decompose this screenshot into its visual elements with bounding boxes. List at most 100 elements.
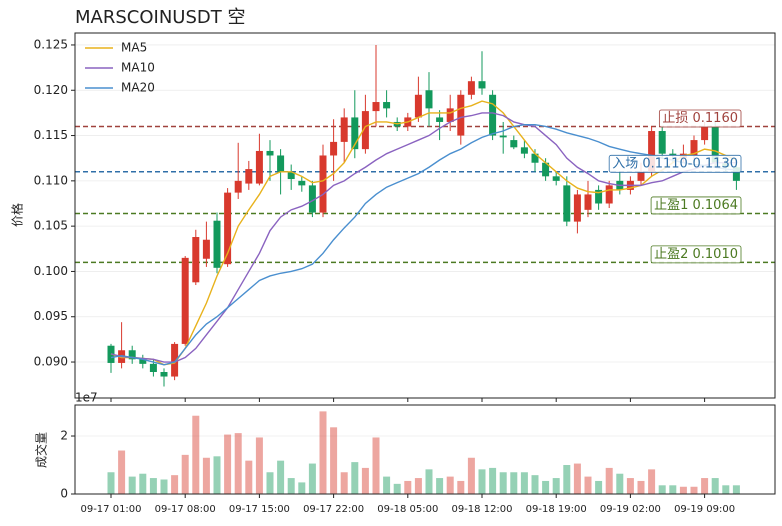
- level-label: 入场 0.1110-0.1130: [612, 156, 738, 171]
- legend-label: MA20: [121, 81, 155, 95]
- candle-body: [701, 126, 709, 141]
- volume-bar: [393, 483, 401, 494]
- volume-bar: [330, 427, 338, 494]
- plot-frame: [74, 404, 776, 495]
- candle-body: [160, 371, 168, 377]
- volume-bar: [552, 478, 560, 494]
- x-tick-label: 09-17 15:00: [229, 504, 290, 515]
- candle-body: [351, 117, 359, 150]
- candle-body: [552, 176, 560, 181]
- volume-bar: [542, 480, 550, 494]
- level-box: [650, 196, 742, 215]
- candle-body: [149, 363, 157, 372]
- candle-body: [584, 194, 592, 210]
- candle-body: [340, 117, 348, 142]
- volume-bar: [499, 472, 507, 494]
- volume-bar: [160, 479, 168, 494]
- candle-body: [192, 237, 200, 283]
- x-tick-label: 09-17 01:00: [80, 504, 141, 515]
- x-tick-label: 09-19 09:00: [674, 504, 735, 515]
- candle-body: [457, 94, 465, 136]
- candle-body: [330, 141, 338, 156]
- candle-body: [361, 111, 369, 150]
- volume-bar: [308, 463, 316, 494]
- y-tick-label: 0: [60, 487, 68, 501]
- candle-body: [308, 185, 316, 213]
- level-box: [608, 154, 742, 173]
- level-label: 止盈2 0.1010: [654, 247, 738, 262]
- volume-bar: [722, 485, 730, 494]
- level-label: 止盈1 0.1064: [654, 198, 738, 213]
- volume-bar: [478, 469, 486, 494]
- volume-bar: [510, 472, 518, 494]
- candle-body: [255, 150, 263, 184]
- volume-bar: [361, 467, 369, 494]
- y-tick-label: 0.125: [34, 37, 68, 51]
- candle-body: [499, 135, 507, 138]
- volume-bar: [139, 473, 147, 494]
- volume-bar: [107, 472, 115, 494]
- volume-bar: [245, 460, 253, 494]
- y-tick-label: 0.120: [34, 83, 68, 97]
- volume-bar: [128, 476, 136, 494]
- volume-bar: [648, 469, 656, 494]
- candle-body: [181, 257, 189, 344]
- volume-bar: [351, 462, 359, 494]
- volume-bar: [224, 434, 232, 494]
- y-tick-label: 0.090: [34, 355, 68, 369]
- level-tag: 止盈1 0.1064: [650, 196, 742, 215]
- volume-bar: [690, 486, 698, 494]
- volume-bar: [118, 450, 126, 494]
- volume-bar: [679, 486, 687, 494]
- volume-bar: [711, 478, 719, 494]
- volume-bar: [605, 467, 613, 494]
- candle-body: [319, 155, 327, 213]
- volume-bar: [658, 485, 666, 494]
- candle-body: [436, 117, 444, 122]
- candle-body: [202, 239, 210, 259]
- candle-body: [171, 343, 179, 377]
- volume-bar: [436, 478, 444, 494]
- candle-body: [139, 359, 147, 364]
- volume-bar: [171, 475, 179, 494]
- y-tick-label: 0.100: [34, 264, 68, 278]
- volume-axis-label: 成交量: [34, 432, 49, 468]
- x-tick-label: 09-19 02:00: [600, 504, 661, 515]
- candle-body: [658, 131, 666, 154]
- candle-body: [563, 185, 571, 222]
- volume-bar: [531, 475, 539, 494]
- candle-body: [224, 192, 232, 265]
- x-tick-label: 09-17 08:00: [155, 504, 216, 515]
- candle-body: [669, 153, 677, 156]
- plot-frame: [74, 32, 776, 399]
- candle-body: [637, 171, 645, 181]
- candle-body: [383, 102, 391, 109]
- y-tick-label: 0.110: [34, 173, 68, 187]
- volume-bar: [616, 473, 624, 494]
- volume-bar: [213, 456, 221, 494]
- y-tick-label: 2: [60, 429, 68, 443]
- candle-body: [467, 81, 475, 95]
- candle-body: [542, 162, 550, 177]
- candle-body: [298, 180, 306, 186]
- candle-body: [531, 153, 539, 163]
- chart-title: MARSCOINUSDT 空: [75, 7, 245, 28]
- candle-body: [425, 90, 433, 109]
- legend: MA5 MA10 MA20: [85, 41, 155, 95]
- candle-body: [287, 171, 295, 180]
- volume-bar: [701, 478, 709, 494]
- volume-bar: [255, 437, 263, 494]
- candle-body: [213, 220, 221, 268]
- candle-body: [595, 189, 603, 204]
- legend-label: MA5: [121, 41, 147, 55]
- ma-line: [110, 100, 737, 366]
- volume-bar: [319, 411, 327, 494]
- ma-line: [110, 123, 737, 366]
- x-tick-label: 09-18 05:00: [377, 504, 438, 515]
- volume-bar: [626, 478, 634, 494]
- candle-body: [732, 167, 740, 181]
- volume-bar: [669, 485, 677, 494]
- candle-body: [234, 180, 242, 193]
- volume-bar: [192, 415, 200, 494]
